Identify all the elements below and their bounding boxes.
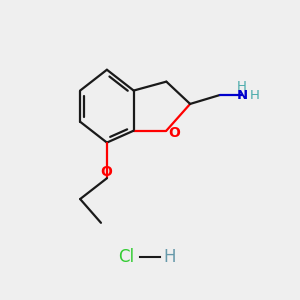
- Text: H: H: [250, 88, 260, 101]
- Text: H: H: [237, 80, 247, 93]
- Text: O: O: [169, 126, 181, 140]
- Text: O: O: [100, 165, 112, 179]
- Text: Cl: Cl: [118, 248, 134, 266]
- Text: N: N: [237, 88, 248, 101]
- Text: H: H: [163, 248, 176, 266]
